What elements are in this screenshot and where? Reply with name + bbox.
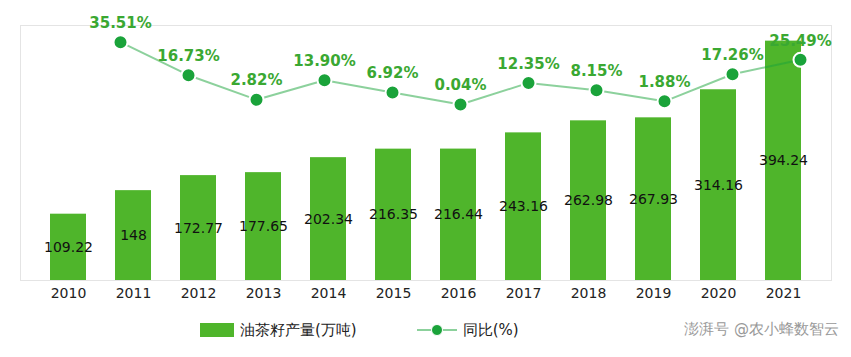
svg-text:0.04%: 0.04% [434, 76, 486, 94]
svg-text:243.16: 243.16 [499, 198, 548, 214]
svg-text:2013: 2013 [246, 285, 282, 301]
svg-text:13.90%: 13.90% [293, 52, 355, 70]
svg-text:109.22: 109.22 [44, 239, 93, 255]
svg-text:1.88%: 1.88% [638, 73, 690, 91]
svg-text:2010: 2010 [51, 285, 87, 301]
svg-text:2011: 2011 [116, 285, 152, 301]
svg-text:8.15%: 8.15% [570, 62, 622, 80]
svg-text:177.65: 177.65 [239, 218, 288, 234]
svg-text:394.24: 394.24 [759, 152, 808, 168]
svg-text:172.77: 172.77 [174, 220, 223, 236]
svg-text:2020: 2020 [701, 285, 737, 301]
svg-text:2018: 2018 [571, 285, 607, 301]
svg-text:2.82%: 2.82% [230, 71, 282, 89]
svg-text:267.93: 267.93 [629, 191, 678, 207]
html-text:澎湃号 @农小蜂数智云: 澎湃号 @农小蜂数智云 [684, 320, 839, 338]
svg-text:148: 148 [120, 227, 147, 243]
svg-text:2012: 2012 [181, 285, 217, 301]
svg-text:6.92%: 6.92% [366, 64, 418, 82]
svg-text:25.49%: 25.49% [769, 32, 831, 50]
svg-text:16.73%: 16.73% [157, 47, 219, 65]
svg-text:2016: 2016 [441, 285, 477, 301]
svg-text:2017: 2017 [506, 285, 542, 301]
svg-text:202.34: 202.34 [304, 211, 353, 227]
html-text:油茶籽产量(万吨): 油茶籽产量(万吨) [240, 320, 357, 339]
svg-text:314.16: 314.16 [694, 177, 743, 193]
svg-text:17.26%: 17.26% [701, 46, 763, 64]
svg-text:2019: 2019 [636, 285, 672, 301]
svg-text:2021: 2021 [766, 285, 802, 301]
svg-text:2014: 2014 [311, 285, 347, 301]
html-text:同比(%): 同比(%) [462, 320, 519, 339]
svg-text:12.35%: 12.35% [497, 55, 559, 73]
svg-text:2015: 2015 [376, 285, 412, 301]
svg-text:216.35: 216.35 [369, 206, 418, 222]
svg-text:262.98: 262.98 [564, 192, 613, 208]
svg-text:35.51%: 35.51% [89, 14, 151, 32]
svg-text:216.44: 216.44 [434, 206, 483, 222]
